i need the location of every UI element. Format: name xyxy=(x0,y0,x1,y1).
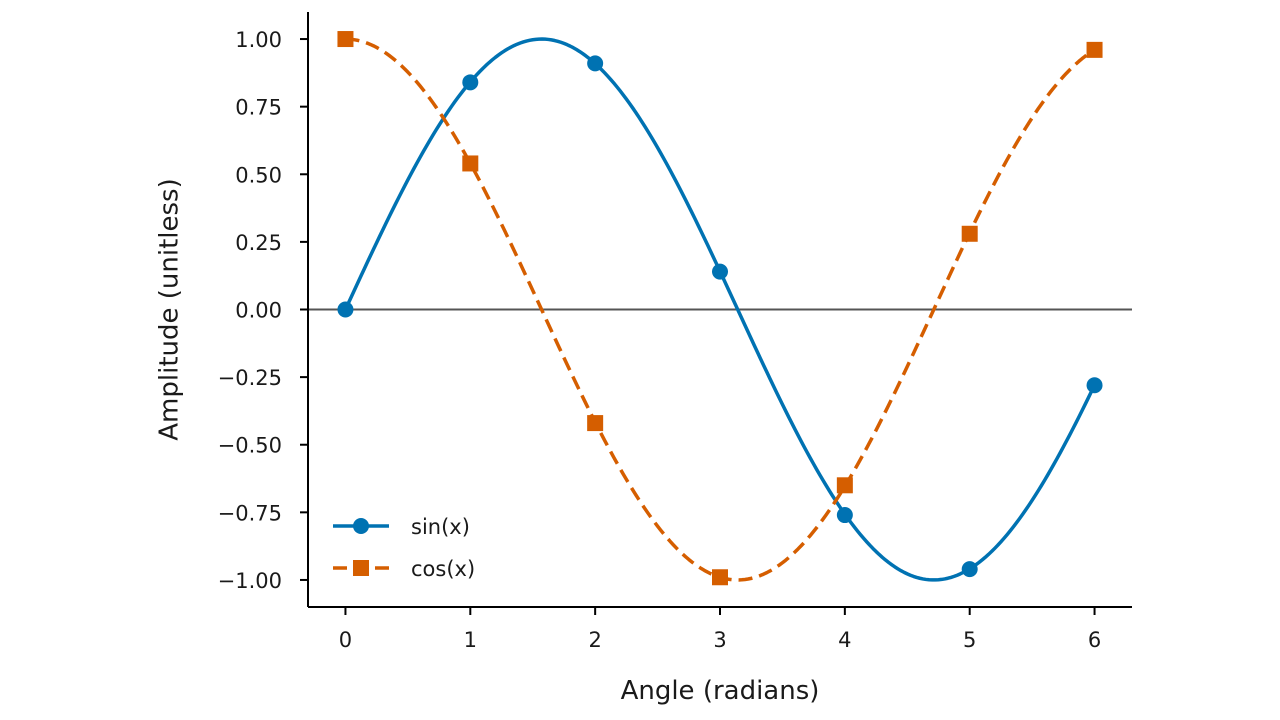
x-axis-title: Angle (radians) xyxy=(621,676,820,706)
point-cos xyxy=(836,477,853,494)
point-cos xyxy=(587,415,604,432)
point-sin xyxy=(462,74,479,91)
x-tick-label: 5 xyxy=(963,628,976,652)
y-tick-label: 0.00 xyxy=(235,299,282,323)
point-sin xyxy=(961,561,978,578)
point-sin xyxy=(337,301,354,318)
y-tick-label: 0.25 xyxy=(235,231,282,255)
legend-marker-sin xyxy=(353,518,369,534)
point-cos xyxy=(337,31,354,48)
y-tick-label: −0.75 xyxy=(218,501,282,525)
point-sin xyxy=(836,507,853,524)
y-tick-label: −0.25 xyxy=(218,366,282,390)
x-tick-label: 6 xyxy=(1088,628,1101,652)
x-tick-label: 4 xyxy=(838,628,851,652)
point-sin xyxy=(1086,377,1103,394)
point-cos xyxy=(712,569,728,586)
legend-label-cos: cos(x) xyxy=(411,557,475,581)
series-layer xyxy=(337,31,1103,586)
point-cos xyxy=(462,155,479,172)
tick-layer: 0 1 2 3 4 5 6 1.00 0.75 0.50 0.25 0.00 −0.25 −0.50 −0.… xyxy=(218,28,1102,652)
x-tick-label: 0 xyxy=(339,628,352,652)
legend: sin(x) cos(x) xyxy=(333,515,475,581)
x-tick-label: 2 xyxy=(588,628,601,652)
y-tick-label: −1.00 xyxy=(218,569,282,593)
legend-label-sin: sin(x) xyxy=(411,515,470,539)
series-cos xyxy=(337,31,1103,586)
point-sin xyxy=(712,263,728,280)
point-sin xyxy=(587,55,604,72)
y-tick-label: 0.75 xyxy=(235,96,282,120)
point-cos xyxy=(961,225,978,242)
x-tick-label: 3 xyxy=(713,628,726,652)
x-tick-label: 1 xyxy=(464,628,477,652)
series-sin xyxy=(337,37,1103,582)
point-cos xyxy=(1086,41,1103,58)
y-tick-label: 0.50 xyxy=(235,163,282,187)
y-tick-label: −0.50 xyxy=(218,434,282,458)
y-tick-label: 1.00 xyxy=(235,28,282,52)
legend-marker-cos xyxy=(353,560,369,576)
y-axis-title: Amplitude (unitless) xyxy=(155,178,185,440)
